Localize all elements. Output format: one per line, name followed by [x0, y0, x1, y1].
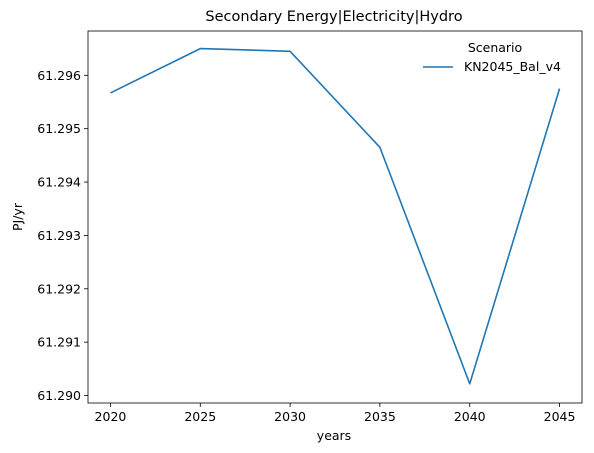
y-tick-label: 61.292	[37, 281, 81, 296]
y-tick-label: 61.296	[37, 68, 81, 83]
x-tick-label: 2020	[95, 409, 127, 424]
axes-frame	[87, 30, 583, 404]
plot-area: 2020 2025 2030 2035 2040 2045 61.290 61.291 61.2…	[37, 30, 583, 424]
legend-label: KN2045_Bal_v4	[464, 59, 561, 74]
y-tick-label: 61.295	[37, 121, 81, 136]
chart-title: Secondary Energy|Electricity|Hydro	[205, 9, 462, 25]
legend-title: Scenario	[468, 40, 522, 55]
x-tick-label: 2035	[364, 409, 396, 424]
legend: Scenario KN2045_Bal_v4	[423, 40, 561, 74]
x-tick-label: 2025	[184, 409, 216, 424]
x-tick-label: 2045	[544, 409, 576, 424]
y-axis-label: PJ/yr	[10, 202, 25, 231]
y-tick-label: 61.291	[37, 335, 81, 350]
x-tick-label: 2040	[454, 409, 486, 424]
y-tick-label: 61.290	[37, 388, 81, 403]
y-tick-label: 61.293	[37, 228, 81, 243]
x-tick-label: 2030	[274, 409, 306, 424]
series-line	[110, 47, 561, 385]
x-axis-label: years	[317, 428, 351, 443]
y-tick-label: 61.294	[37, 175, 81, 190]
